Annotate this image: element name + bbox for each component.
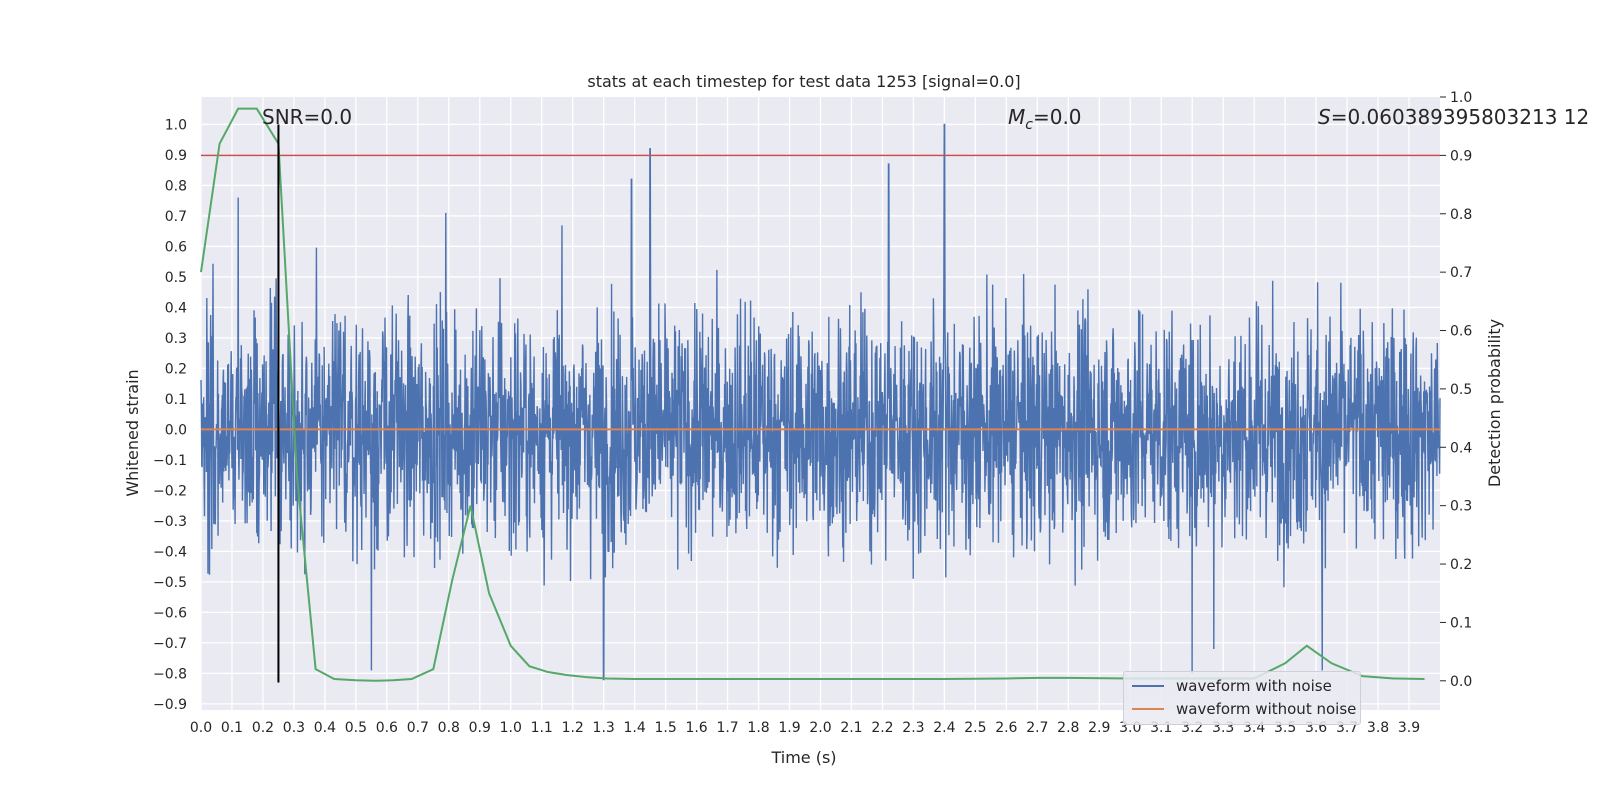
mc-annotation: Mc=0.0 (1008, 105, 1082, 133)
chart-title: stats at each timestep for test data 125… (587, 72, 1020, 91)
legend-label-noise: waveform with noise (1176, 677, 1332, 695)
mc-symbol: M (1008, 105, 1025, 129)
x-tick-label: 1.1 (531, 720, 553, 736)
y2-tick-label: 0.6 (1450, 324, 1472, 340)
x-tick-label: 1.6 (685, 720, 707, 736)
y2-tick-label: 0.0 (1450, 674, 1472, 690)
x-tick-label: 1.3 (593, 720, 615, 736)
y2-tick-label: 1.0 (1450, 90, 1472, 106)
y-tick-label: 0.5 (165, 270, 187, 286)
y-tick-label: −0.6 (153, 605, 187, 621)
y-tick-label: 0.4 (165, 300, 187, 316)
x-axis-label: Time (s) (770, 748, 836, 767)
legend: waveform with noise waveform without noi… (1123, 671, 1361, 725)
x-tick-label: 0.3 (283, 720, 305, 736)
s-symbol: S (1318, 105, 1331, 129)
legend-item-clean: waveform without noise (1132, 699, 1356, 719)
x-tick-label: 0.6 (376, 720, 398, 736)
y-tick-label: 0.7 (165, 209, 187, 225)
x-tick-label: 3.8 (1367, 720, 1389, 736)
y-tick-label: −0.8 (153, 666, 187, 682)
y-axis-right-label: Detection probability (1485, 319, 1504, 487)
x-tick-label: 2.5 (964, 720, 986, 736)
x-tick-label: 2.1 (840, 720, 862, 736)
x-tick-label: 1.4 (624, 720, 646, 736)
y-tick-label: 0.6 (165, 239, 187, 255)
x-tick-label: 1.8 (747, 720, 769, 736)
x-tick-label: 1.0 (500, 720, 522, 736)
x-tick-label: 0.1 (221, 720, 243, 736)
x-tick-label: 2.8 (1057, 720, 1079, 736)
y-axis-label: Whitened strain (123, 369, 142, 496)
y-tick-label: −0.5 (153, 575, 187, 591)
x-tick-label: 0.0 (190, 720, 212, 736)
y-tick-label: 0.9 (165, 148, 187, 164)
y-tick-label: 0.1 (165, 392, 187, 408)
x-tick-label: 2.0 (809, 720, 831, 736)
y-tick-label: 0.8 (165, 178, 187, 194)
x-tick-label: 2.9 (1088, 720, 1110, 736)
y-tick-label: 0.2 (165, 361, 187, 377)
y-tick-label: 1.0 (165, 117, 187, 133)
y-tick-label: 0.3 (165, 331, 187, 347)
legend-swatch-clean (1132, 708, 1164, 710)
y2-tick-label: 0.3 (1450, 499, 1472, 515)
x-tick-label: 0.9 (469, 720, 491, 736)
x-tick-label: 0.2 (252, 720, 274, 736)
y-tick-label: −0.3 (153, 514, 187, 530)
series-waveform-with-noise (200, 123, 1441, 681)
y-tick-label: −0.1 (153, 453, 187, 469)
y2-tick-label: 0.2 (1450, 557, 1472, 573)
y2-tick-label: 0.5 (1450, 382, 1472, 398)
y-tick-label: −0.7 (153, 636, 187, 652)
s-annotation: S=0.060389395803213 12 (1318, 105, 1589, 129)
y2-tick-label: 0.9 (1450, 148, 1472, 164)
y2-tick-label: 0.7 (1450, 265, 1472, 281)
x-tick-label: 2.4 (933, 720, 955, 736)
x-tick-label: 2.6 (995, 720, 1017, 736)
mc-value: =0.0 (1033, 105, 1082, 129)
x-tick-label: 1.5 (654, 720, 676, 736)
y-tick-label: 0.0 (165, 422, 187, 438)
y-tick-label: −0.2 (153, 483, 187, 499)
y-tick-label: −0.4 (153, 544, 187, 560)
y2-tick-label: 0.8 (1450, 207, 1472, 223)
snr-annotation: SNR=0.0 (262, 105, 352, 129)
x-tick-label: 1.9 (778, 720, 800, 736)
s-value: =0.060389395803213 12 (1331, 105, 1590, 129)
x-tick-label: 3.9 (1398, 720, 1420, 736)
y2-tick-label: 0.1 (1450, 615, 1472, 631)
x-tick-label: 0.5 (345, 720, 367, 736)
x-tick-label: 0.8 (438, 720, 460, 736)
y-tick-label: −0.9 (153, 697, 187, 713)
x-tick-label: 2.3 (902, 720, 924, 736)
x-tick-label: 2.7 (1026, 720, 1048, 736)
x-tick-label: 2.2 (871, 720, 893, 736)
legend-swatch-noise (1132, 685, 1164, 687)
x-tick-label: 1.7 (716, 720, 738, 736)
mc-subscript: c (1025, 117, 1033, 133)
legend-item-noise: waveform with noise (1132, 676, 1332, 696)
tick-layer: 0.0 0.1 0.2 0.3 0.4 0.5 0.6 0.7 0.8 0.9 1.0 1.1 1.2 1… (153, 90, 1472, 736)
x-tick-label: 0.7 (407, 720, 429, 736)
y2-tick-label: 0.4 (1450, 440, 1472, 456)
legend-label-clean: waveform without noise (1176, 700, 1357, 718)
x-tick-label: 0.4 (314, 720, 336, 736)
x-tick-label: 1.2 (562, 720, 584, 736)
